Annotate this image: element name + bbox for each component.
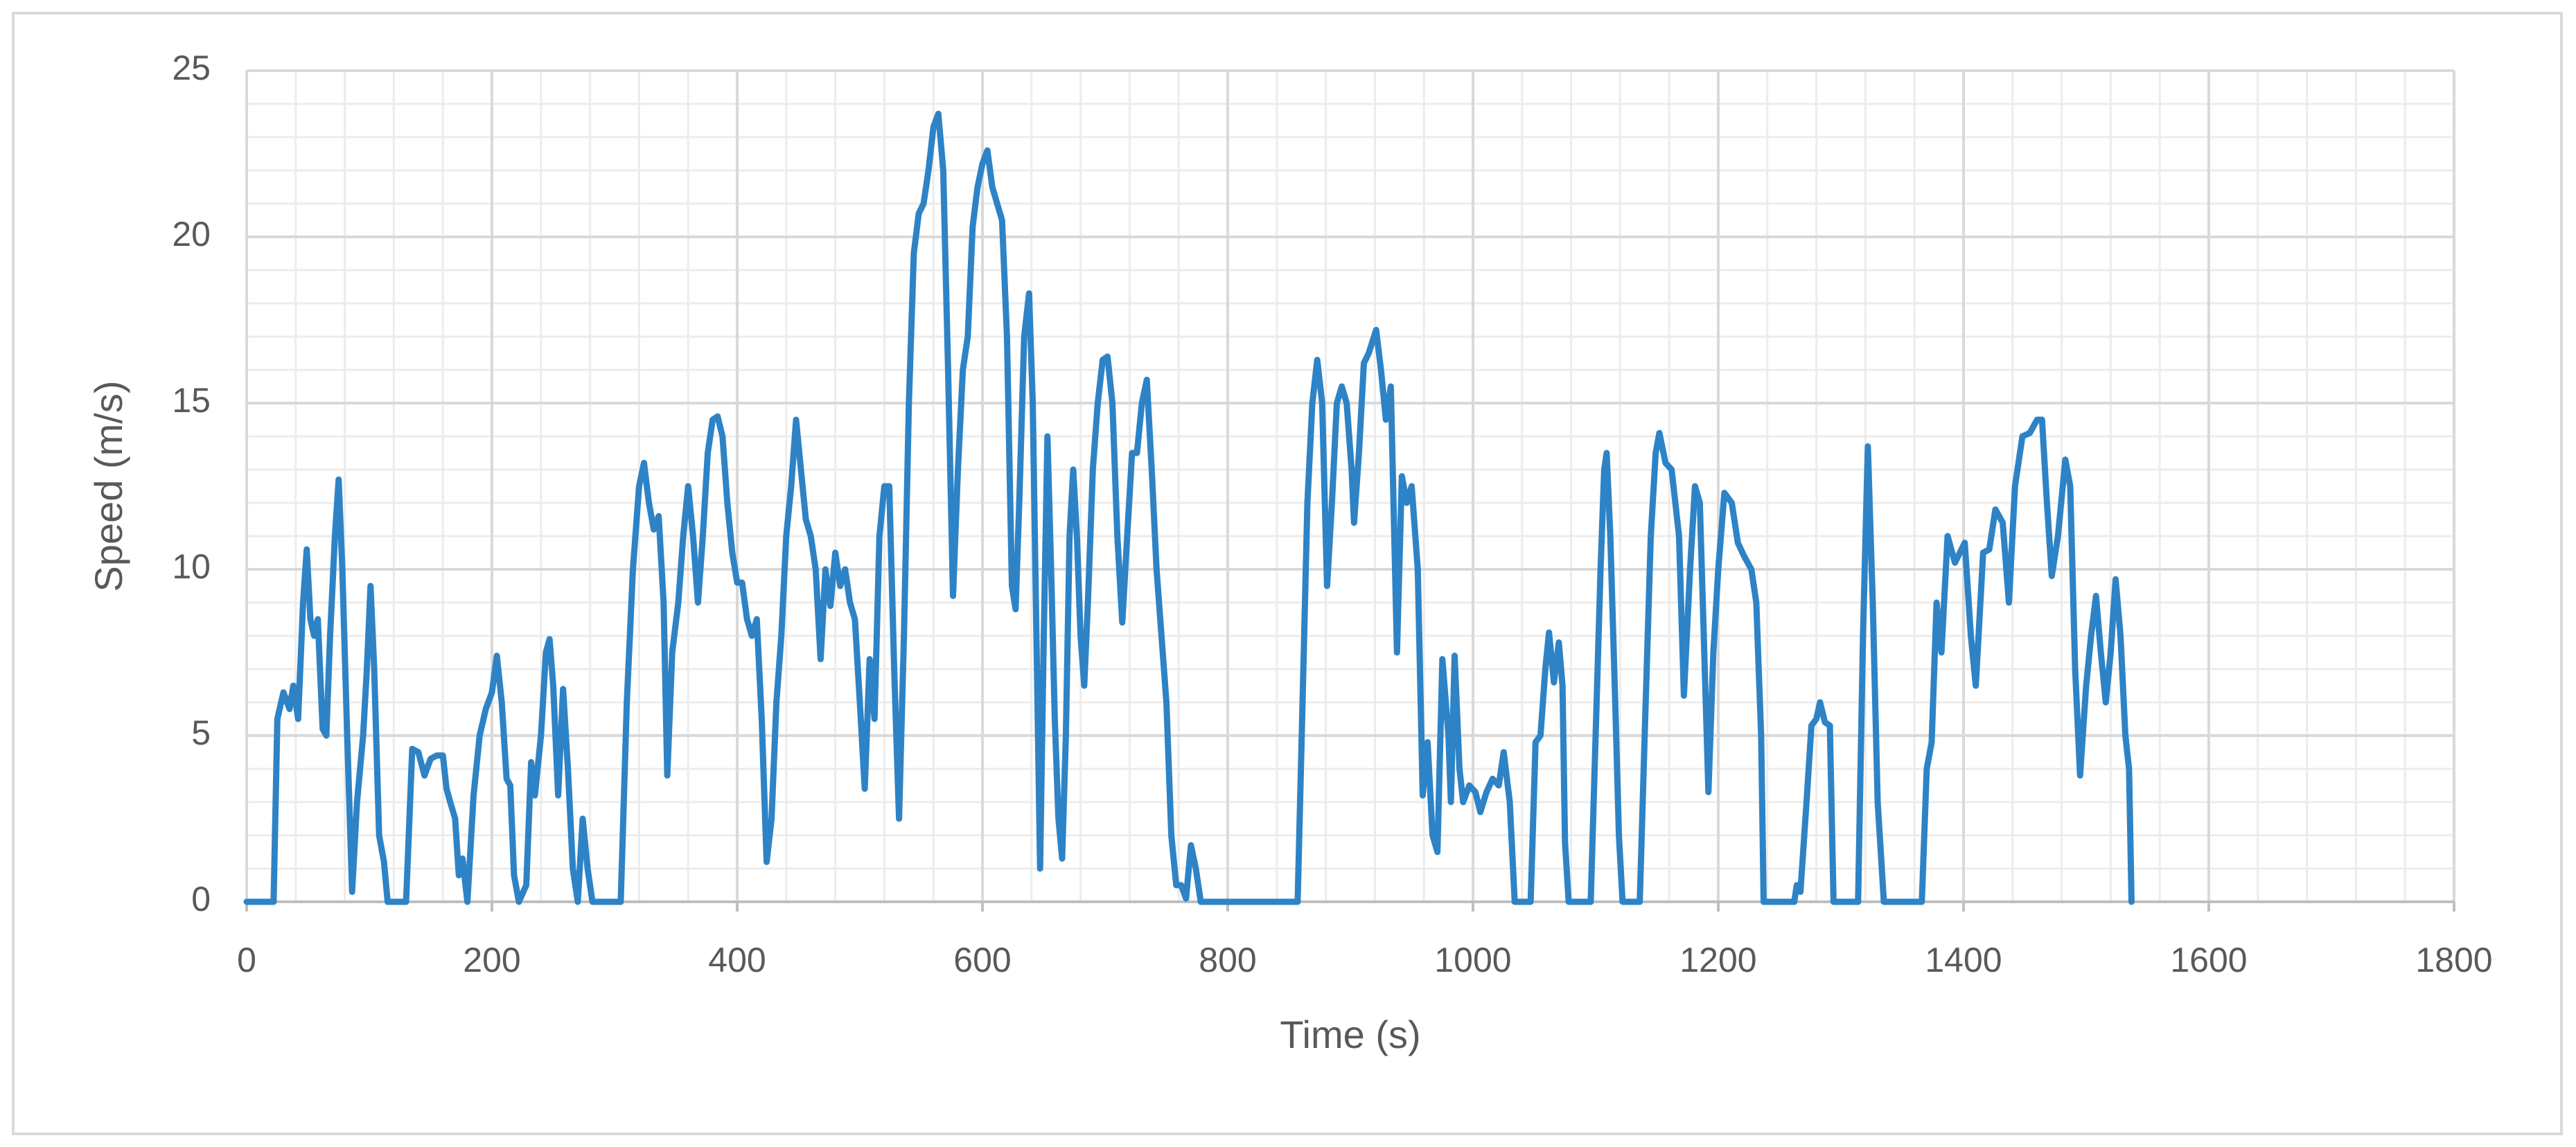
x-tick-label: 1600	[2170, 941, 2247, 979]
y-tick-label: 0	[191, 880, 211, 918]
y-tick-label: 25	[172, 48, 211, 87]
chart-border	[12, 12, 2563, 1135]
x-tick-label: 600	[953, 941, 1011, 979]
x-tick-label: 400	[708, 941, 766, 979]
y-tick-label: 5	[191, 713, 211, 752]
x-tick-label: 800	[1199, 941, 1256, 979]
x-tick-label: 1000	[1434, 941, 1511, 979]
x-axis-title: Time (s)	[1280, 1013, 1420, 1056]
y-axis-title: Speed (m/s)	[87, 381, 130, 592]
y-tick-label: 15	[172, 381, 211, 420]
plot	[243, 110, 2135, 905]
speed-line	[243, 110, 2135, 905]
x-tick-label: 1200	[1679, 941, 1756, 979]
x-tick-label: 200	[463, 941, 520, 979]
y-tick-label: 10	[172, 547, 211, 586]
x-tick-label: 0	[237, 941, 256, 979]
y-tick-label: 20	[172, 215, 211, 254]
x-tick-label: 1800	[2415, 941, 2492, 979]
x-tick-label: 1400	[1925, 941, 2002, 979]
